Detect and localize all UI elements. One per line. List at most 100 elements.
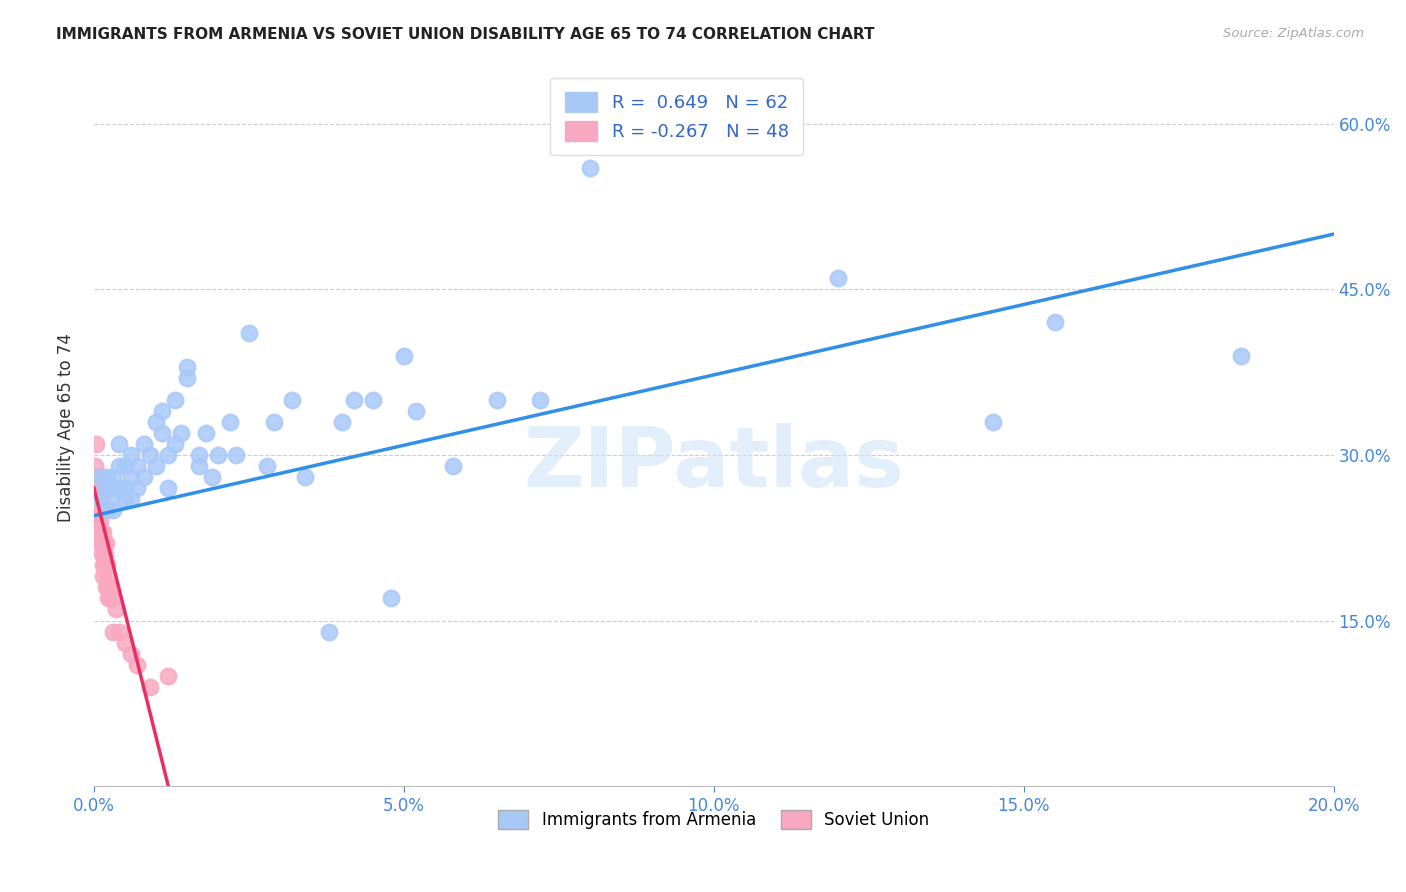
Point (163, 437, 186, 451)
Point (114, 492, 136, 507)
Point (107, 458, 129, 473)
Point (294, 470, 316, 484)
Point (87, 503, 110, 517)
Point (529, 392, 551, 407)
Y-axis label: Disability Age 65 to 74: Disability Age 65 to 74 (58, 333, 75, 522)
Point (101, 481, 124, 495)
Point (281, 392, 304, 407)
Point (263, 415, 285, 429)
Point (89, 514, 111, 528)
Point (96, 558, 118, 573)
Point (485, 392, 508, 407)
Point (96, 581, 118, 595)
Point (89, 470, 111, 484)
Point (97, 591, 120, 606)
Point (96, 503, 118, 517)
Point (343, 392, 366, 407)
Point (101, 503, 124, 517)
Point (107, 437, 129, 451)
Point (89, 492, 111, 507)
Text: IMMIGRANTS FROM ARMENIA VS SOVIET UNION DISABILITY AGE 65 TO 74 CORRELATION CHAR: IMMIGRANTS FROM ARMENIA VS SOVIET UNION … (56, 27, 875, 42)
Point (361, 392, 384, 407)
Point (86, 492, 108, 507)
Point (170, 425, 193, 440)
Point (89, 492, 111, 507)
Point (107, 624, 129, 639)
Point (89, 492, 111, 507)
Point (91, 536, 114, 550)
Point (138, 448, 160, 462)
Point (90, 503, 112, 517)
Point (87, 481, 110, 495)
Point (101, 470, 124, 484)
Legend: R =  0.649   N = 62, R = -0.267   N = 48: R = 0.649 N = 62, R = -0.267 N = 48 (550, 78, 803, 155)
Point (157, 481, 180, 495)
Point (176, 359, 198, 374)
Point (318, 624, 340, 639)
Point (104, 602, 127, 616)
Point (1043, 315, 1066, 329)
Point (91, 525, 114, 540)
Point (114, 458, 136, 473)
Point (96, 481, 118, 495)
Point (107, 481, 129, 495)
Point (578, 161, 600, 175)
Point (87, 503, 110, 517)
Point (120, 448, 142, 462)
Point (94, 547, 117, 561)
Point (90, 492, 112, 507)
Point (84, 481, 107, 495)
Point (127, 481, 149, 495)
Point (443, 458, 465, 473)
Point (188, 448, 211, 462)
Point (101, 624, 124, 639)
Point (93, 558, 115, 573)
Point (145, 415, 167, 429)
Point (150, 425, 173, 440)
Point (86, 481, 108, 495)
Point (981, 415, 1004, 429)
Point (132, 470, 155, 484)
Point (138, 680, 160, 694)
Point (132, 437, 155, 451)
Point (127, 458, 149, 473)
Point (114, 481, 136, 495)
Point (120, 470, 142, 484)
Point (91, 547, 114, 561)
Point (194, 425, 217, 440)
Point (86, 470, 108, 484)
Point (89, 470, 111, 484)
Point (89, 536, 111, 550)
Point (91, 558, 114, 573)
Point (96, 536, 118, 550)
Point (380, 591, 402, 606)
Point (94, 558, 117, 573)
Point (238, 326, 260, 341)
Point (84, 458, 107, 473)
Point (256, 458, 278, 473)
Point (86, 492, 108, 507)
Point (150, 404, 173, 418)
Point (87, 525, 110, 540)
Point (176, 370, 198, 384)
Point (330, 415, 353, 429)
Point (827, 271, 849, 285)
Point (90, 525, 112, 540)
Point (114, 635, 136, 649)
Point (90, 536, 112, 550)
Point (188, 458, 211, 473)
Point (1229, 349, 1251, 363)
Text: ZIPatlas: ZIPatlas (523, 423, 904, 504)
Point (392, 349, 415, 363)
Point (207, 448, 229, 462)
Point (157, 448, 180, 462)
Point (145, 458, 167, 473)
Point (100, 591, 122, 606)
Point (219, 415, 242, 429)
Point (120, 647, 142, 661)
Point (703, 95, 725, 109)
Point (157, 669, 180, 683)
Text: Source: ZipAtlas.com: Source: ZipAtlas.com (1223, 27, 1364, 40)
Point (201, 470, 224, 484)
Point (86, 514, 108, 528)
